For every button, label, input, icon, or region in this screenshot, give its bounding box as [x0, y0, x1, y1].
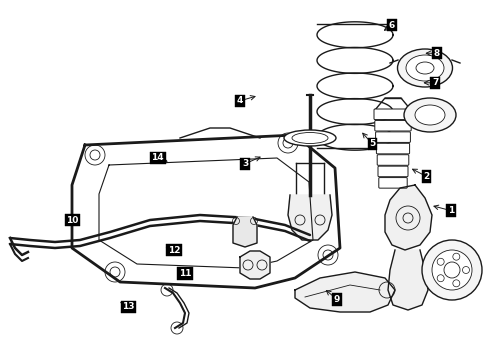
Text: 6: 6 [389, 21, 395, 30]
Ellipse shape [406, 55, 444, 81]
Text: 13: 13 [122, 302, 135, 311]
FancyBboxPatch shape [376, 143, 410, 154]
Polygon shape [385, 185, 432, 250]
Polygon shape [288, 195, 332, 240]
Text: 5: 5 [369, 139, 375, 148]
Ellipse shape [404, 98, 456, 132]
Ellipse shape [397, 49, 452, 87]
Text: 12: 12 [168, 246, 180, 255]
FancyBboxPatch shape [379, 177, 407, 188]
Text: 2: 2 [423, 172, 429, 181]
Polygon shape [233, 217, 257, 247]
FancyBboxPatch shape [376, 132, 411, 143]
Polygon shape [240, 251, 270, 279]
Polygon shape [72, 135, 340, 288]
Ellipse shape [284, 130, 336, 146]
Text: 8: 8 [434, 49, 440, 58]
Text: 10: 10 [66, 216, 79, 225]
Text: 4: 4 [237, 96, 244, 105]
Text: 3: 3 [242, 159, 248, 168]
Polygon shape [388, 250, 428, 310]
Text: 7: 7 [432, 78, 439, 87]
Ellipse shape [415, 105, 445, 125]
FancyBboxPatch shape [378, 166, 408, 177]
Text: 14: 14 [151, 153, 164, 162]
FancyBboxPatch shape [374, 109, 412, 120]
Circle shape [432, 250, 472, 290]
FancyBboxPatch shape [375, 121, 411, 131]
Text: 9: 9 [334, 295, 341, 304]
Text: 1: 1 [448, 206, 454, 215]
Polygon shape [295, 272, 395, 312]
Circle shape [422, 240, 482, 300]
FancyBboxPatch shape [377, 155, 409, 165]
Text: 11: 11 [179, 269, 192, 278]
